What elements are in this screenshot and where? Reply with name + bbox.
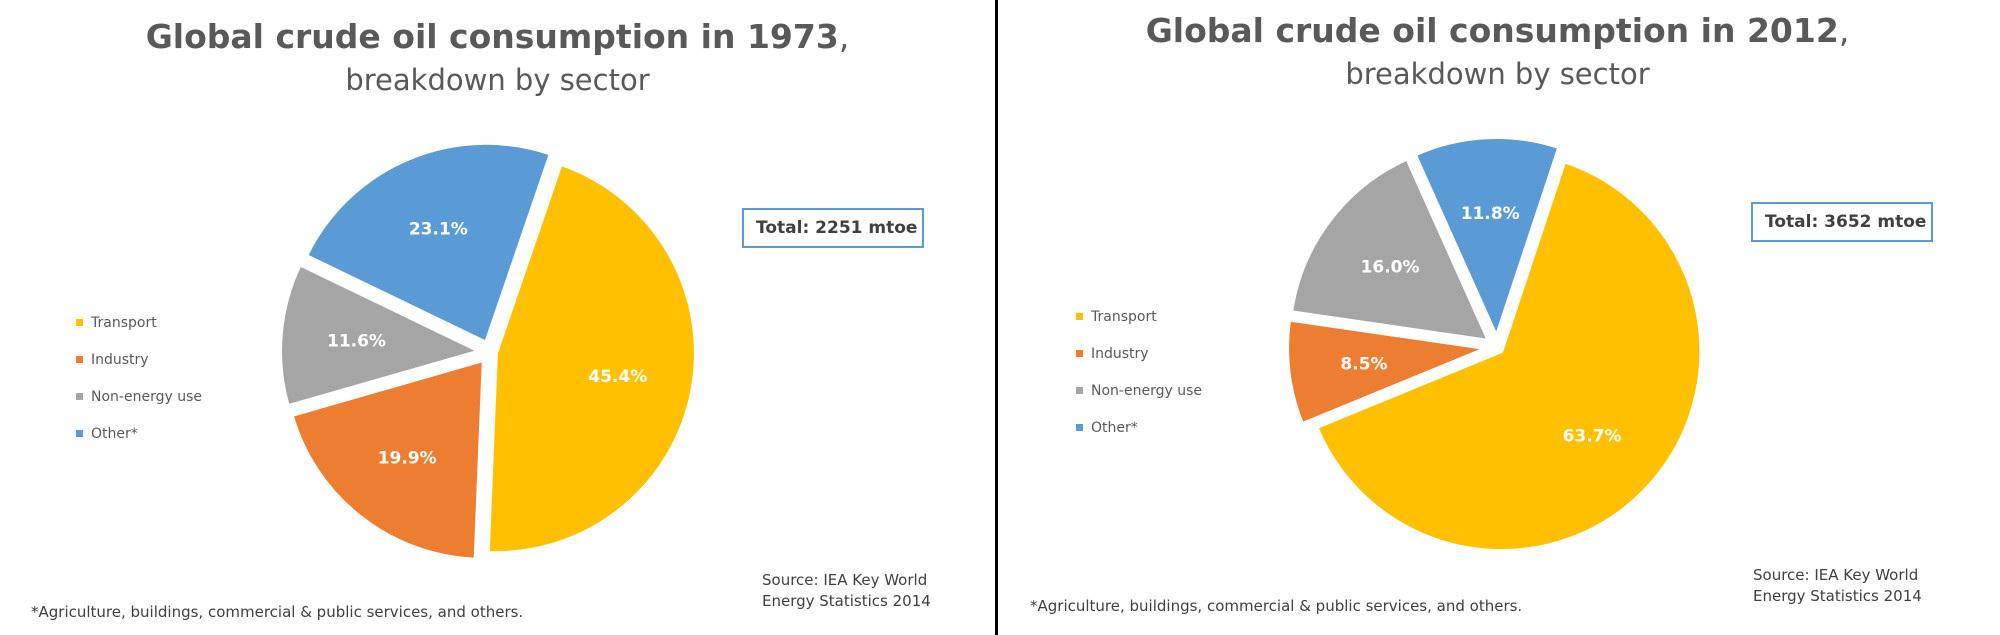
slice-label-other: 23.1% [409, 219, 468, 239]
slice-label-industry: 19.9% [378, 448, 437, 468]
chart-subtitle: breakdown by sector [1345, 57, 1650, 91]
chart-panel-2012: Global crude oil consumption in 2012, br… [1000, 0, 1995, 635]
legend: Transport Industry Non-energy use Other* [1076, 298, 1202, 446]
legend-swatch [76, 356, 83, 363]
legend-item-other: Other* [76, 415, 202, 452]
pie-slice-transport [1314, 159, 1704, 554]
legend-swatch [76, 319, 83, 326]
legend: Transport Industry Non-energy use Other* [76, 304, 202, 452]
source-line-1: Source: IEA Key World [1753, 566, 1919, 584]
chart-title: Global crude oil consumption in 2012, [1145, 11, 1850, 50]
legend-swatch [76, 393, 83, 400]
legend-label: Non-energy use [91, 388, 202, 405]
slice-label-transport: 45.4% [588, 367, 647, 387]
total-box: Total: 2251 mtoe [742, 208, 924, 248]
legend-item-industry: Industry [1076, 335, 1202, 372]
footnote: *Agriculture, buildings, commercial & pu… [31, 603, 524, 621]
legend-item-other: Other* [1076, 409, 1202, 446]
title-suffix: , [838, 17, 850, 56]
pie-slice-other [304, 140, 553, 345]
pie-chart: 45.4% 19.9% 11.6% 23.1% [278, 140, 698, 562]
legend-item-transport: Transport [76, 304, 202, 341]
legend-item-non-energy-use: Non-energy use [76, 378, 202, 415]
chart-subtitle: breakdown by sector [345, 63, 650, 97]
slice-label-industry: 8.5% [1340, 354, 1387, 374]
legend-label: Industry [1091, 345, 1149, 362]
pie-slice-industry [1285, 317, 1490, 427]
slice-label-non-energy-use: 16.0% [1361, 257, 1420, 277]
legend-label: Other* [1091, 419, 1138, 436]
legend-swatch [1076, 313, 1083, 320]
pie-slice-industry [289, 357, 486, 562]
pie-slice-non-energy-use [1289, 156, 1492, 343]
slice-label-non-energy-use: 11.6% [327, 332, 386, 352]
legend-swatch [76, 430, 83, 437]
source-line-2: Energy Statistics 2014 [1753, 587, 1922, 605]
pie-slice-transport [485, 161, 698, 556]
legend-item-transport: Transport [1076, 298, 1202, 335]
panel-divider [995, 0, 998, 635]
chart-title: Global crude oil consumption in 1973, [145, 17, 850, 56]
source-note: Source: IEA Key World Energy Statistics … [1753, 565, 1922, 607]
legend-label: Non-energy use [1091, 382, 1202, 399]
legend-label: Other* [91, 425, 138, 442]
source-line-1: Source: IEA Key World [762, 571, 928, 589]
chart-panel-1973: Global crude oil consumption in 1973, br… [0, 0, 995, 635]
title-suffix: , [1838, 11, 1850, 50]
slice-label-transport: 63.7% [1563, 427, 1622, 447]
source-note: Source: IEA Key World Energy Statistics … [762, 570, 931, 612]
pie-chart: 63.7% 8.5% 16.0% 11.8% [1285, 135, 1704, 554]
pie-slice-non-energy-use [278, 262, 483, 409]
legend-item-non-energy-use: Non-energy use [1076, 372, 1202, 409]
source-line-2: Energy Statistics 2014 [762, 592, 931, 610]
legend-label: Transport [91, 314, 157, 331]
pie-slice-other [1412, 135, 1562, 340]
slice-label-other: 11.8% [1461, 204, 1520, 224]
legend-swatch [1076, 424, 1083, 431]
legend-label: Industry [91, 351, 149, 368]
legend-label: Transport [1091, 308, 1157, 325]
footnote: *Agriculture, buildings, commercial & pu… [1030, 597, 1523, 615]
total-box: Total: 3652 mtoe [1751, 202, 1933, 242]
legend-swatch [1076, 350, 1083, 357]
legend-item-industry: Industry [76, 341, 202, 378]
legend-swatch [1076, 387, 1083, 394]
